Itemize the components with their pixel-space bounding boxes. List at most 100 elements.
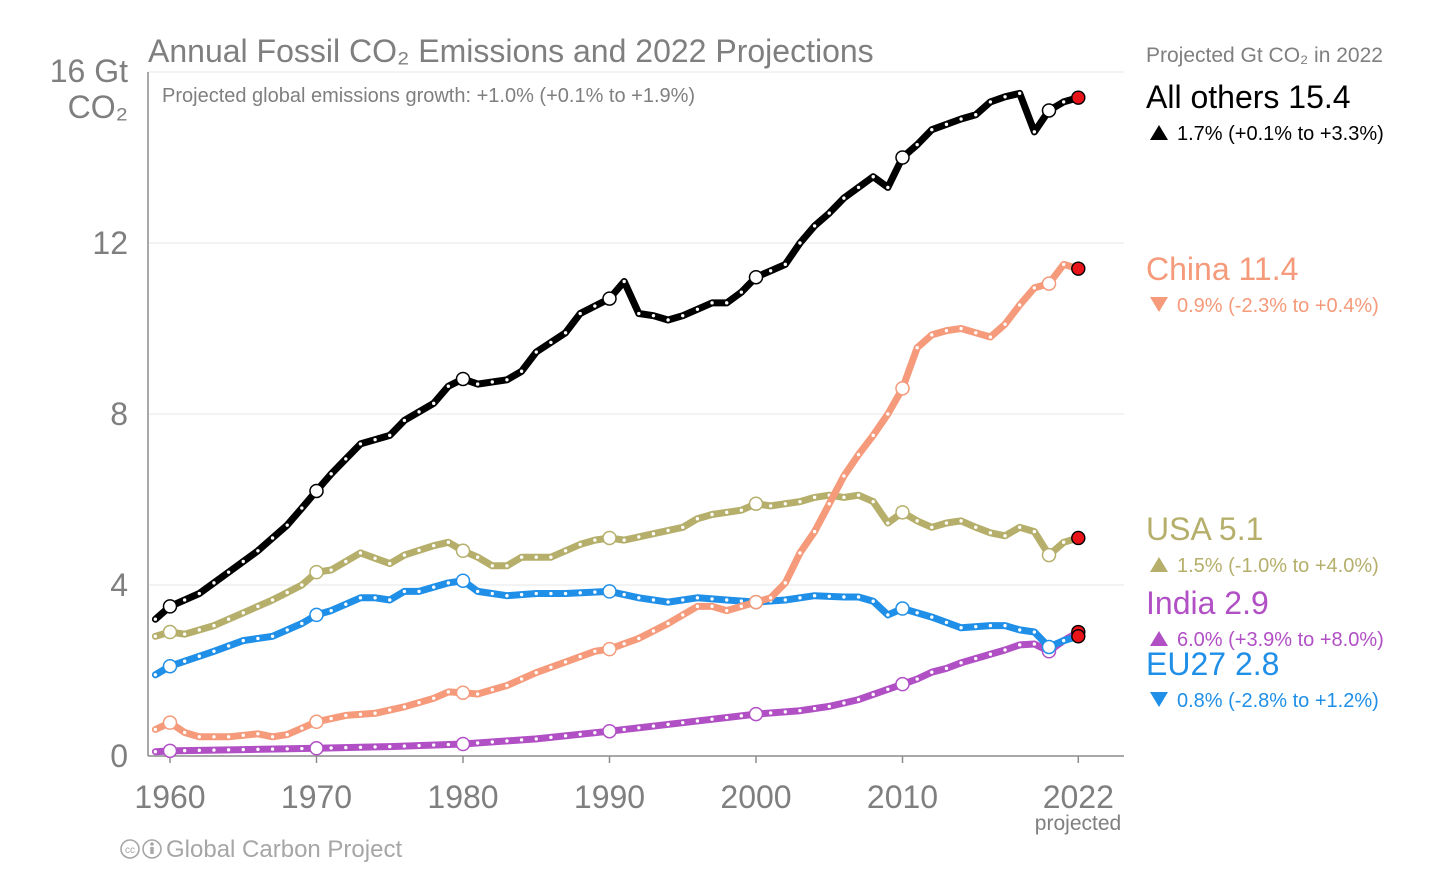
year-dot [475, 555, 480, 559]
growth-arrow-icon [1150, 692, 1168, 707]
year-dot [197, 748, 201, 753]
year-dot [563, 549, 568, 553]
year-dot [768, 504, 773, 508]
legend-entry: EU27 2.8 0.8% (-2.8% to +1.2%) [1146, 646, 1379, 712]
year-dot [475, 741, 480, 745]
year-dot [1061, 100, 1066, 104]
year-dot [446, 690, 451, 694]
year-dot [563, 734, 568, 738]
year-dot [1061, 638, 1066, 643]
axes [147, 72, 1124, 757]
year-dot [783, 262, 787, 267]
year-dot [388, 708, 392, 712]
year-dot [241, 638, 245, 643]
year-dot [256, 549, 260, 553]
year-dot [285, 628, 289, 632]
year-dot [725, 715, 729, 720]
year-dot [739, 290, 744, 294]
year-dot [974, 525, 978, 529]
attribution-icon-head [150, 842, 154, 846]
year-dot [988, 100, 993, 104]
year-dot [812, 593, 817, 598]
year-dot [402, 553, 407, 557]
legend-name: All others 15.4 [1146, 79, 1351, 115]
decade-marker [162, 743, 178, 759]
year-dot [959, 117, 963, 121]
year-dot [373, 556, 377, 560]
year-dot [549, 555, 553, 559]
year-dot [622, 279, 626, 284]
year-dot [915, 677, 919, 681]
year-dot [871, 499, 875, 504]
year-dot [915, 346, 919, 350]
series-line [151, 260, 1082, 741]
year-dot [651, 629, 656, 633]
year-dot [666, 318, 670, 322]
year-dot [930, 333, 934, 337]
year-dot [637, 535, 641, 539]
x-tick-label: 2000 [720, 779, 791, 815]
year-dot [798, 551, 802, 555]
year-dot [593, 538, 597, 542]
year-dot [871, 433, 875, 438]
year-dot [373, 745, 377, 749]
decade-marker [748, 594, 764, 610]
year-dot [1018, 525, 1022, 529]
year-dot [827, 704, 831, 709]
decade-marker [895, 676, 910, 692]
year-dot [681, 720, 685, 725]
year-dot [417, 743, 421, 748]
year-dot [915, 519, 919, 523]
year-dot [270, 634, 275, 638]
year-dot [432, 401, 436, 406]
year-dot [505, 593, 509, 598]
year-dot [944, 666, 949, 671]
year-dot [475, 382, 480, 386]
year-dot [725, 608, 729, 613]
year-dot [212, 623, 216, 628]
year-dot [959, 326, 963, 331]
year-dot [563, 591, 568, 596]
year-dot [856, 595, 861, 599]
year-dot [695, 596, 700, 600]
year-dot [768, 269, 773, 273]
decade-marker [455, 736, 471, 752]
year-dot [432, 696, 436, 700]
year-dot [505, 378, 509, 382]
year-dot [651, 532, 656, 536]
year-dot [300, 726, 304, 730]
year-dot [1003, 534, 1007, 538]
year-dot [856, 697, 861, 702]
legend-entry: India 2.9 6.0% (+3.9% to +8.0%) [1146, 585, 1384, 651]
year-dot [388, 561, 392, 566]
year-dot [226, 748, 231, 752]
year-dot [578, 311, 582, 316]
year-dot [344, 713, 348, 718]
projected-note: projected [1035, 812, 1121, 835]
year-dot [475, 589, 480, 594]
year-dot [519, 592, 524, 597]
year-dot [417, 410, 421, 414]
legend-name: India 2.9 [1146, 585, 1269, 621]
year-dot [944, 620, 949, 625]
decade-marker [1041, 547, 1057, 563]
legend-entry: USA 5.1 1.5% (-1.0% to +4.0%) [1146, 511, 1379, 577]
year-dot [182, 632, 187, 636]
year-dot [681, 598, 685, 602]
decade-marker [895, 150, 910, 165]
year-dot [842, 196, 846, 200]
year-dot [710, 512, 714, 517]
decade-marker [162, 599, 178, 614]
decade-marker [1041, 639, 1057, 655]
year-dot [182, 659, 187, 663]
year-dot [475, 692, 480, 696]
year-dot [344, 559, 348, 564]
year-dot [285, 732, 289, 737]
legend-name: China 11.4 [1146, 251, 1298, 287]
growth-arrow-icon [1150, 297, 1168, 312]
series-line [151, 577, 1082, 679]
year-dot [593, 304, 597, 308]
year-dot [930, 128, 934, 132]
year-dot [812, 495, 817, 500]
year-dot [637, 596, 641, 600]
